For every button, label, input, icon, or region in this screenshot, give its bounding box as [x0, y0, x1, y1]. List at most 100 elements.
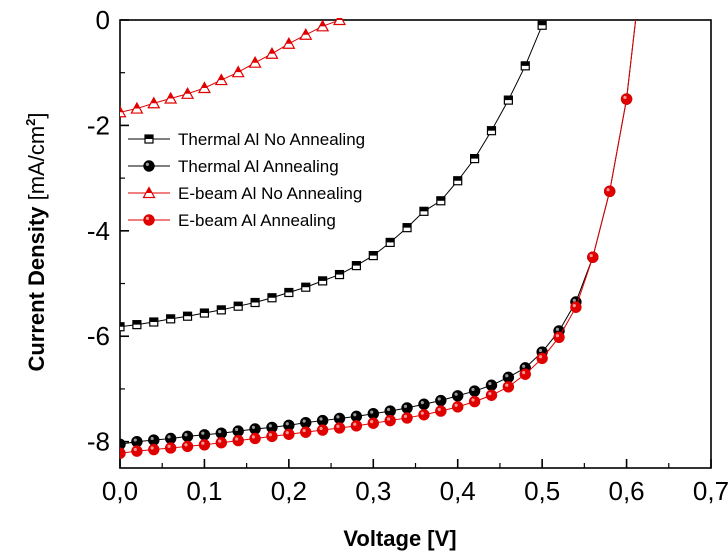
- x-axis-ticks: 0,0 0,1 0,2 0,3 0,4 0,5 0,6 0,7: [102, 459, 728, 506]
- data-point: [570, 301, 582, 313]
- data-point: [418, 398, 430, 410]
- data-point-shine: [285, 431, 289, 435]
- data-point-fill: [149, 318, 158, 323]
- y-axis-title-sup: 2: [23, 119, 38, 126]
- data-point-shine: [386, 407, 391, 412]
- data-point-fill: [335, 270, 344, 275]
- data-point: [181, 440, 194, 453]
- data-point-shine: [302, 419, 306, 423]
- data-point-shine: [589, 253, 593, 258]
- x-tick-label: 0,4: [440, 476, 476, 506]
- data-point: [181, 430, 194, 443]
- legend-label: E-beam Al No Annealing: [178, 184, 362, 203]
- x-tick-label: 0,3: [355, 476, 391, 506]
- data-point: [266, 430, 278, 443]
- data-point-fill: [403, 223, 412, 228]
- data-point: [131, 435, 143, 448]
- y-axis-title-unit: [mA/cm: [24, 126, 49, 201]
- data-point-fill: [235, 66, 241, 73]
- y-tick-label: -8: [87, 427, 110, 457]
- legend-marker-fill: [145, 135, 153, 139]
- data-point-shine: [403, 404, 408, 408]
- series-line: [120, 25, 543, 328]
- series-2: [120, 19, 637, 450]
- data-point: [120, 105, 127, 118]
- data-point: [316, 414, 329, 427]
- y-axis-title: Current Density [mA/cm2]: [23, 112, 49, 371]
- data-point-fill: [302, 29, 309, 35]
- data-point-fill: [252, 57, 258, 63]
- data-point-shine: [437, 407, 441, 412]
- data-point-shine: [505, 374, 509, 378]
- data-point: [120, 447, 126, 459]
- data-point: [485, 379, 498, 391]
- data-point: [350, 410, 363, 423]
- data-point: [502, 381, 515, 393]
- data-point-fill: [352, 261, 361, 266]
- data-point-shine: [623, 95, 627, 100]
- data-point-fill: [132, 320, 141, 325]
- data-point-fill: [183, 312, 192, 317]
- x-axis-title: Voltage [V]: [343, 526, 456, 551]
- data-point: [418, 409, 430, 421]
- data-point: [249, 423, 261, 435]
- data-point: [333, 412, 346, 425]
- series-line: [120, 19, 637, 445]
- data-point-fill: [470, 154, 479, 159]
- data-point: [384, 405, 396, 417]
- data-point: [333, 422, 346, 434]
- data-point-shine: [167, 435, 171, 439]
- data-point-fill: [419, 207, 428, 212]
- data-point-shine: [454, 392, 458, 396]
- data-point-shine: [235, 427, 239, 432]
- data-point: [164, 442, 177, 454]
- data-point-fill: [134, 103, 140, 109]
- data-point: [519, 368, 531, 380]
- data-point: [148, 434, 160, 446]
- legend-label: Thermal Al No Annealing: [178, 130, 365, 149]
- data-point-fill: [521, 61, 530, 66]
- data-point-fill: [487, 126, 496, 131]
- data-point-fill: [318, 276, 327, 281]
- data-point: [215, 437, 228, 449]
- data-point-shine: [370, 420, 374, 424]
- data-point: [316, 424, 329, 436]
- data-point: [283, 428, 295, 440]
- data-point: [468, 395, 481, 408]
- data-point-fill: [151, 97, 157, 104]
- data-point-shine: [353, 422, 357, 426]
- data-point: [401, 402, 413, 414]
- data-point-shine: [555, 334, 560, 338]
- data-point-shine: [572, 304, 576, 308]
- data-point: [367, 417, 379, 429]
- x-tick-label: 0,6: [608, 476, 644, 506]
- data-point: [452, 390, 464, 402]
- data-point: [232, 434, 244, 447]
- x-tick-label: 0,7: [693, 476, 728, 506]
- data-point-shine: [285, 422, 289, 426]
- legend-marker-shine: [145, 162, 149, 166]
- plot-frame: [119, 19, 712, 469]
- data-point: [350, 420, 363, 432]
- data-point-shine: [488, 382, 492, 386]
- data-point-shine: [235, 437, 239, 441]
- data-point-fill: [217, 305, 226, 310]
- data-point-fill: [301, 283, 310, 288]
- data-point-fill: [200, 309, 209, 314]
- data-point: [468, 385, 481, 397]
- data-point-shine: [471, 398, 475, 402]
- data-point-shine: [319, 417, 323, 421]
- data-point-fill: [319, 20, 326, 27]
- data-point-fill: [167, 93, 174, 99]
- y-tick-label: -4: [87, 216, 110, 246]
- y-tick-label: -6: [87, 321, 110, 351]
- plot-area: [119, 19, 712, 469]
- series-4: [120, 19, 637, 459]
- data-point-shine: [302, 428, 306, 433]
- data-point: [131, 445, 143, 457]
- data-point-shine: [505, 383, 509, 387]
- data-point-shine: [420, 411, 424, 415]
- data-point-fill: [184, 88, 191, 94]
- data-point-fill: [234, 302, 243, 307]
- data-point-shine: [555, 327, 560, 331]
